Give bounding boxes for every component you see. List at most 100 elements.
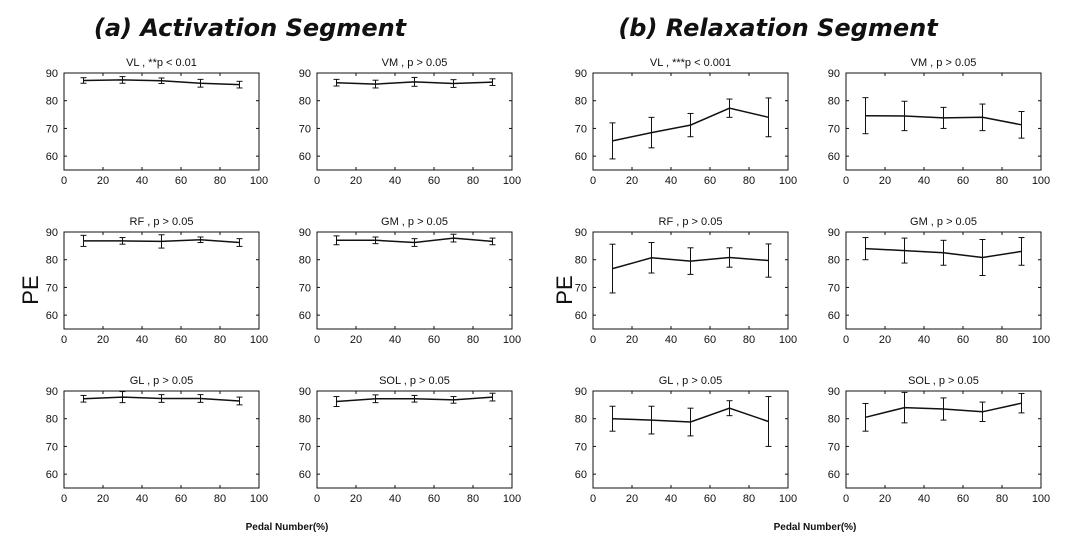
x-tick-label: 20 <box>879 493 891 505</box>
subplot: RF , p > 0.05 0 20 40 60 80 100 60 70 80 90 <box>46 216 268 346</box>
x-tick-label: 80 <box>467 493 479 505</box>
x-tick-label: 100 <box>250 175 268 187</box>
x-tick-label: 100 <box>779 334 797 346</box>
error-bar <box>1018 237 1025 266</box>
x-tick-label: 80 <box>996 493 1008 505</box>
x-tick-label: 20 <box>97 334 109 346</box>
error-bar <box>648 405 655 435</box>
x-tick-label: 60 <box>428 493 440 505</box>
subplot: SOL , p > 0.05 0 20 40 60 80 100 60 70 80 90 <box>299 375 521 505</box>
panel-b-ylabel: PE <box>552 275 577 304</box>
subplot-title: VM , p > 0.05 <box>911 57 977 69</box>
y-tick-label: 80 <box>299 414 311 426</box>
error-bar <box>197 78 204 88</box>
y-tick-label: 80 <box>46 414 58 426</box>
x-tick-label: 60 <box>957 175 969 187</box>
x-tick-label: 0 <box>843 175 849 187</box>
error-bar <box>726 247 733 268</box>
error-bar <box>726 400 733 417</box>
error-bar <box>333 235 340 246</box>
x-tick-label: 80 <box>467 334 479 346</box>
x-tick-label: 80 <box>743 493 755 505</box>
error-bar <box>411 76 418 87</box>
subplot: VL , **p < 0.01 0 20 40 60 80 100 60 70 80 90 <box>46 57 268 187</box>
x-tick-label: 0 <box>590 493 596 505</box>
x-tick-label: 0 <box>61 334 67 346</box>
error-bar <box>489 78 496 86</box>
error-bar <box>940 106 947 129</box>
x-tick-label: 0 <box>314 175 320 187</box>
x-tick-label: 40 <box>918 175 930 187</box>
error-bar <box>333 396 340 408</box>
error-bar <box>119 391 126 404</box>
y-tick-label: 80 <box>46 255 58 267</box>
error-bar <box>862 237 869 261</box>
error-bar <box>372 79 379 89</box>
y-tick-label: 60 <box>828 469 840 481</box>
x-tick-label: 80 <box>743 334 755 346</box>
error-bar <box>489 237 496 246</box>
x-tick-label: 60 <box>957 334 969 346</box>
error-bar <box>901 100 908 132</box>
x-tick-label: 0 <box>843 493 849 505</box>
error-bar <box>333 78 340 87</box>
x-tick-label: 60 <box>704 334 716 346</box>
error-bar <box>158 394 165 403</box>
x-tick-label: 0 <box>843 334 849 346</box>
x-tick-label: 40 <box>665 175 677 187</box>
x-tick-label: 80 <box>467 175 479 187</box>
y-tick-label: 70 <box>46 441 58 453</box>
error-bar <box>1018 111 1025 139</box>
x-tick-label: 20 <box>350 175 362 187</box>
x-tick-label: 0 <box>61 493 67 505</box>
x-tick-label: 60 <box>175 175 187 187</box>
plot-frame <box>845 390 1042 489</box>
plot-frame <box>316 390 513 489</box>
y-tick-label: 60 <box>575 310 587 322</box>
y-tick-label: 70 <box>575 123 587 135</box>
error-bar <box>197 394 204 403</box>
y-tick-label: 70 <box>46 123 58 135</box>
error-bar <box>979 103 986 132</box>
y-tick-label: 90 <box>828 68 840 80</box>
error-bar <box>979 401 986 422</box>
x-tick-label: 20 <box>626 334 638 346</box>
x-tick-label: 40 <box>389 334 401 346</box>
subplot: GL , p > 0.05 0 20 40 60 80 100 60 70 80 90 <box>46 375 268 505</box>
y-tick-label: 60 <box>828 310 840 322</box>
error-bar <box>648 242 655 274</box>
y-tick-label: 80 <box>828 96 840 108</box>
x-tick-label: 60 <box>957 493 969 505</box>
error-bar <box>687 112 694 138</box>
error-bar <box>411 238 418 247</box>
error-bar <box>197 236 204 244</box>
x-tick-label: 40 <box>389 175 401 187</box>
error-bar <box>687 247 694 275</box>
error-bar <box>158 234 165 249</box>
x-tick-label: 20 <box>879 175 891 187</box>
error-bar <box>901 237 908 264</box>
error-bar <box>119 76 126 84</box>
error-bar <box>80 234 87 247</box>
panel-a-ylabel: PE <box>18 275 43 304</box>
x-tick-label: 80 <box>996 175 1008 187</box>
subplot-title: RF , p > 0.05 <box>130 216 194 228</box>
y-tick-label: 70 <box>828 282 840 294</box>
plot-frame <box>63 72 260 171</box>
subplot-title: VL , **p < 0.01 <box>126 57 197 69</box>
y-tick-label: 60 <box>299 469 311 481</box>
y-tick-label: 70 <box>46 282 58 294</box>
x-tick-label: 40 <box>136 175 148 187</box>
panel-a-xlabel: Pedal Number(%) <box>246 522 329 533</box>
y-tick-label: 90 <box>575 68 587 80</box>
x-tick-label: 20 <box>350 493 362 505</box>
error-bar <box>236 238 243 247</box>
error-bar <box>765 97 772 138</box>
plot-frame <box>316 72 513 171</box>
plot-frame <box>592 390 789 489</box>
y-tick-label: 90 <box>46 227 58 239</box>
plot-frame <box>63 390 260 489</box>
x-tick-label: 60 <box>175 493 187 505</box>
x-tick-label: 40 <box>918 493 930 505</box>
